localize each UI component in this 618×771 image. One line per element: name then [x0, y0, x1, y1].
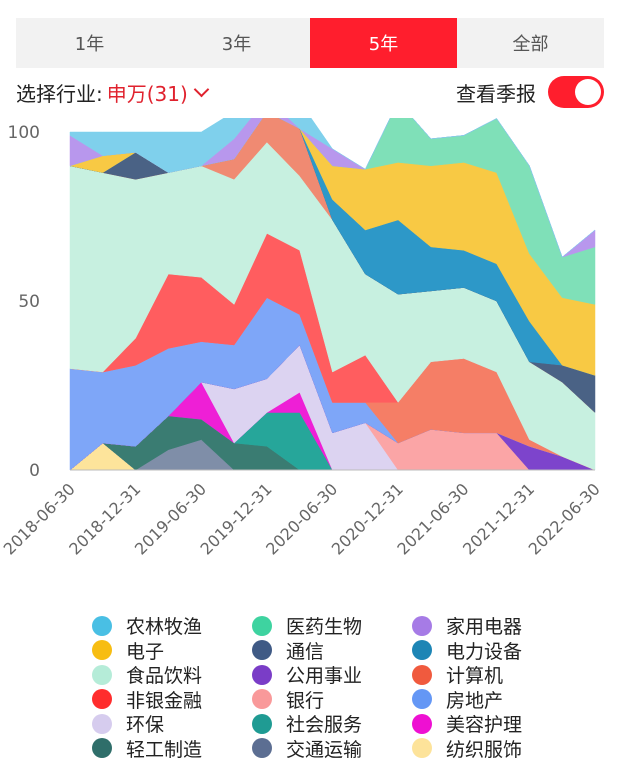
legend-label: 纺织服饰 — [446, 738, 523, 761]
legend-swatch — [412, 615, 432, 636]
legend-item: 农林牧渔 — [92, 612, 202, 639]
legend-swatch — [92, 664, 112, 685]
legend-item: 交通运输 — [252, 735, 362, 762]
legend-swatch — [252, 689, 272, 709]
legend-label: 计算机 — [446, 665, 504, 687]
legend-label: 环保 — [126, 714, 165, 736]
legend-item: 纺织服饰 — [412, 735, 522, 762]
toggle-knob — [575, 79, 601, 105]
quarterly-report-toggle[interactable] — [548, 76, 604, 108]
legend-item: 食品饮料 — [92, 661, 202, 688]
legend-swatch — [412, 738, 432, 758]
legend-swatch — [252, 640, 272, 660]
filter-row: 选择行业: 申万(31) 查看季报 — [16, 74, 604, 110]
legend-label: 公用事业 — [286, 665, 363, 687]
quarterly-report-control: 查看季报 — [456, 76, 604, 108]
legend-item: 公用事业 — [252, 661, 362, 688]
y-tick-label: 50 — [18, 292, 40, 312]
legend-item: 社会服务 — [252, 710, 362, 737]
legend-label: 房地产 — [446, 689, 504, 712]
legend-swatch — [252, 615, 272, 636]
legend-swatch — [252, 738, 272, 758]
industry-select-value: 申万(31) — [106, 81, 188, 106]
legend-swatch — [92, 689, 112, 709]
industry-select[interactable]: 申万(31) — [106, 78, 210, 107]
legend-item: 家用电器 — [412, 612, 522, 639]
legend-label: 食品饮料 — [126, 665, 203, 687]
legend-label: 电力设备 — [446, 640, 523, 663]
legend-swatch — [252, 664, 272, 685]
chevron-down-icon — [193, 81, 210, 97]
y-tick-label: 100 — [8, 123, 40, 143]
quarterly-report-label: 查看季报 — [456, 81, 536, 106]
legend-label: 医药生物 — [286, 616, 363, 638]
legend-item: 医药生物 — [252, 612, 362, 639]
legend-label: 银行 — [286, 689, 325, 712]
legend-item: 通信 — [252, 637, 324, 664]
legend-label: 通信 — [286, 640, 325, 663]
period-tabs: 1年 3年 5年 全部 — [16, 18, 604, 68]
legend-item: 轻工制造 — [92, 735, 202, 762]
legend-label: 交通运输 — [286, 738, 363, 761]
legend-item: 电力设备 — [412, 637, 522, 664]
legend-item: 房地产 — [412, 686, 503, 713]
legend-swatch — [92, 615, 112, 636]
legend-swatch — [412, 664, 432, 685]
tab-5y[interactable]: 5年 — [310, 18, 457, 68]
legend-label: 社会服务 — [286, 714, 363, 736]
legend-item: 非银金融 — [92, 686, 202, 713]
legend-swatch — [92, 713, 112, 734]
legend-label: 电子 — [126, 640, 165, 663]
legend-swatch — [252, 713, 272, 734]
legend-swatch — [92, 738, 112, 758]
legend-item: 美容护理 — [412, 710, 522, 737]
legend-label: 轻工制造 — [126, 738, 203, 761]
area-series-17 — [69, 118, 596, 258]
legend-item: 银行 — [252, 686, 324, 713]
legend-label: 农林牧渔 — [126, 616, 203, 638]
legend-label: 家用电器 — [446, 616, 523, 638]
legend-item: 环保 — [92, 710, 164, 737]
tab-all[interactable]: 全部 — [512, 34, 549, 55]
y-tick-label: 0 — [29, 461, 40, 481]
industry-filter-label: 选择行业: — [16, 81, 103, 106]
chart-areas — [69, 118, 596, 471]
legend-swatch — [92, 640, 112, 660]
legend-swatch — [412, 713, 432, 734]
tab-1y[interactable]: 1年 — [74, 34, 105, 55]
legend-item: 电子 — [92, 637, 164, 664]
legend-swatch — [412, 689, 432, 709]
stacked-area-chart: 0501002018-06-302018-12-312019-06-302019… — [0, 118, 604, 559]
legend-item: 计算机 — [412, 661, 503, 688]
legend-swatch — [412, 640, 432, 660]
area-series-18 — [69, 118, 596, 258]
industry-filter: 选择行业: 申万(31) — [16, 78, 210, 107]
tab-3y[interactable]: 3年 — [221, 34, 252, 55]
legend-label: 非银金融 — [126, 689, 203, 712]
legend-label: 美容护理 — [446, 714, 523, 736]
